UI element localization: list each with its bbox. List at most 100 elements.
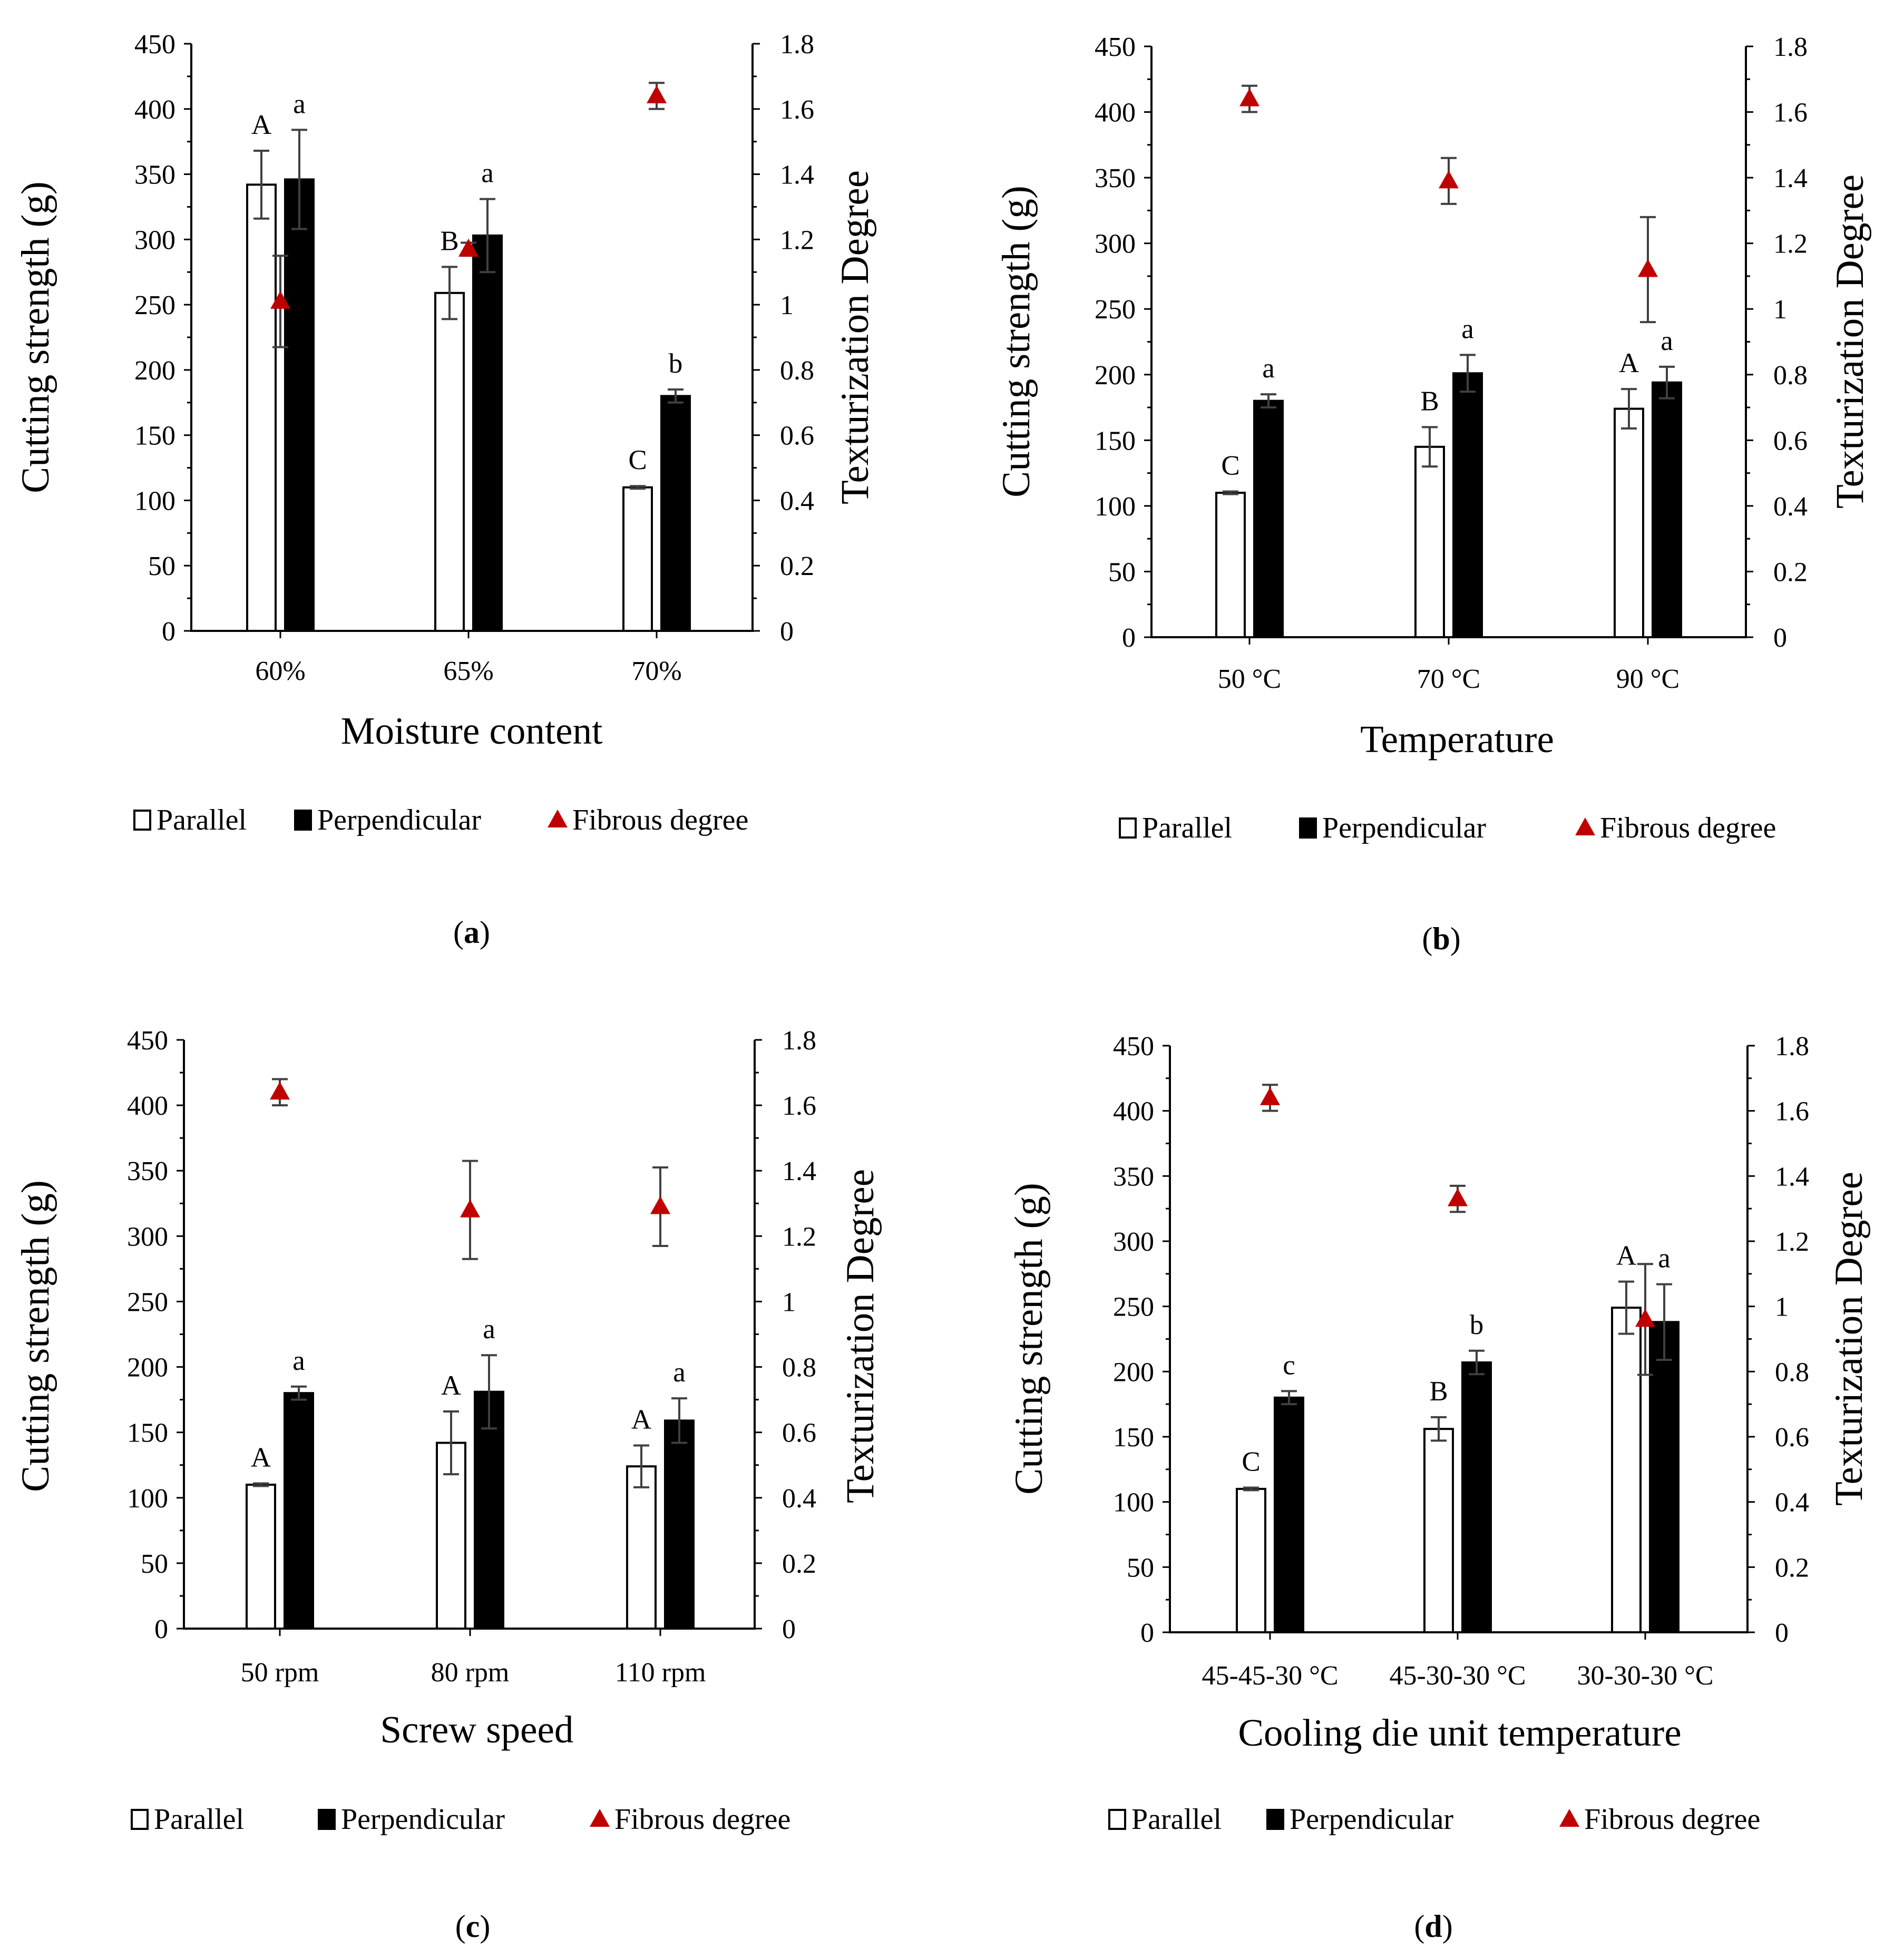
fibrous-degree-marker — [460, 1199, 480, 1218]
perpendicular-bar — [1461, 1361, 1492, 1634]
perpendicular-significance-letter: a — [293, 89, 306, 119]
panel-label: (d) — [1414, 1909, 1452, 1944]
y-tick-label-right: 1.6 — [782, 1091, 816, 1121]
perpendicular-significance-letter: a — [1658, 1243, 1671, 1274]
perpendicular-significance-letter: a — [1661, 326, 1673, 356]
legend-label-parallel: Parallel — [157, 804, 247, 836]
y-tick-label-left: 300 — [1095, 229, 1136, 259]
parallel-significance-letter: C — [628, 445, 647, 475]
y-tick-label-right: 1.4 — [1773, 163, 1808, 193]
perpendicular-significance-letter: a — [1262, 353, 1275, 384]
x-axis-title: Cooling die unit temperature — [1238, 1711, 1681, 1754]
y-tick-label-left: 300 — [127, 1222, 168, 1252]
panel-label-open-paren: ( — [453, 915, 464, 950]
panel-label: (b) — [1422, 921, 1460, 956]
y-axis-title-right: Texturization Degree — [833, 170, 877, 504]
legend-swatch-parallel — [131, 1809, 149, 1830]
y-tick-label-right: 1.2 — [1775, 1227, 1809, 1257]
panel-label-letter: a — [464, 915, 480, 950]
perpendicular-bar — [660, 395, 691, 632]
perpendicular-bar — [284, 178, 315, 632]
y-tick-label-right: 0.8 — [1773, 361, 1808, 391]
parallel-bar — [1611, 1307, 1642, 1633]
parallel-significance-letter: A — [251, 110, 271, 140]
fibrous-degree-marker — [270, 290, 290, 309]
y-tick-label-left: 250 — [127, 1287, 168, 1317]
legend-marker-fibrous — [1559, 1809, 1579, 1827]
panel-label-open-paren: ( — [1414, 1909, 1424, 1944]
y-tick-label-left: 450 — [134, 30, 175, 60]
parallel-bar — [1423, 1428, 1454, 1633]
legend-marker-fibrous — [1575, 817, 1595, 835]
y-tick-label-left: 350 — [1095, 163, 1136, 193]
y-tick-label-right: 0.6 — [1775, 1423, 1809, 1453]
parallel-bar — [434, 291, 465, 632]
x-tick-label: 65% — [443, 656, 493, 686]
perpendicular-bar — [664, 1419, 695, 1630]
y-tick-label-right: 0.8 — [1775, 1357, 1809, 1387]
y-tick-label-left: 100 — [1095, 492, 1136, 522]
x-tick-label: 50 rpm — [241, 1658, 319, 1688]
y-tick-label-right: 0.4 — [1775, 1488, 1809, 1518]
fibrous-degree-marker — [270, 1082, 290, 1100]
y-tick-label-left: 350 — [127, 1156, 168, 1186]
y-tick-label-right: 1.4 — [782, 1156, 816, 1186]
y-tick-label-left: 200 — [1095, 361, 1136, 391]
y-tick-label-left: 250 — [1113, 1292, 1154, 1322]
y-tick-label-right: 0 — [780, 617, 794, 647]
y-axis-title-right: Texturization Degree — [838, 1169, 882, 1503]
y-tick-label-right: 0.6 — [1773, 426, 1808, 456]
y-tick-label-left: 350 — [134, 160, 175, 190]
parallel-significance-letter: A — [251, 1442, 271, 1473]
perpendicular-significance-letter: b — [669, 348, 683, 379]
parallel-significance-letter: C — [1242, 1446, 1260, 1477]
legend-label-fibrous: Fibrous degree — [614, 1803, 790, 1836]
fibrous-degree-marker — [1239, 88, 1259, 106]
x-tick-label: 60% — [255, 656, 305, 686]
x-tick-label: 90 °C — [1616, 664, 1680, 694]
parallel-bar — [246, 183, 277, 632]
panel-label-close-paren: ) — [480, 915, 490, 950]
panel-label-letter: c — [466, 1909, 480, 1944]
parallel-significance-letter: B — [1420, 386, 1439, 416]
y-tick-label-left: 450 — [1113, 1031, 1154, 1061]
x-tick-label: 70% — [631, 656, 681, 686]
parallel-significance-letter: A — [1616, 1241, 1636, 1271]
y-tick-label-right: 1 — [1775, 1292, 1789, 1322]
x-tick-label: 45-45-30 °C — [1202, 1661, 1338, 1691]
x-tick-label: 45-30-30 °C — [1389, 1661, 1526, 1691]
y-axis-title-right: Texturization Degree — [1827, 1172, 1871, 1506]
y-tick-label-left: 0 — [1122, 623, 1136, 653]
perpendicular-bar — [472, 234, 503, 632]
y-tick-label-right: 0.4 — [782, 1484, 816, 1514]
y-tick-label-right: 0.4 — [1773, 492, 1808, 522]
y-tick-label-left: 150 — [134, 421, 175, 451]
fibrous-degree-marker — [647, 85, 667, 104]
y-tick-label-left: 250 — [134, 290, 175, 320]
panel-label: (c) — [455, 1909, 491, 1944]
fibrous-degree-marker — [1439, 170, 1459, 189]
fibrous-degree-marker — [458, 238, 479, 257]
legend-swatch-parallel — [1108, 1809, 1126, 1830]
legend: Parallel Perpendicular Fibrous degree — [133, 804, 748, 836]
y-tick-label-right: 1.6 — [1775, 1097, 1809, 1127]
x-tick-label: 80 rpm — [431, 1658, 510, 1688]
y-tick-label-left: 50 — [1108, 557, 1136, 587]
y-tick-label-right: 0.2 — [1775, 1553, 1809, 1583]
legend-label-parallel: Parallel — [1131, 1803, 1222, 1836]
y-axis-title-left: Cutting strength (g) — [14, 1180, 57, 1492]
y-axis-title-right: Texturization Degree — [1828, 174, 1872, 509]
fibrous-degree-marker — [650, 1196, 670, 1214]
y-tick-label-right: 0.6 — [780, 421, 814, 451]
legend-marker-fibrous — [590, 1809, 610, 1827]
chart-panel-a: 0 50 100 150 200 250 300 350 400 450 0 0.2 0.4 0.6 0.8… — [14, 30, 877, 950]
parallel-significance-letter: A — [1619, 348, 1639, 378]
y-tick-label-right: 0 — [782, 1614, 796, 1644]
y-tick-label-right: 1.8 — [782, 1026, 816, 1056]
y-axis-title-left: Cutting strength (g) — [1007, 1183, 1051, 1495]
legend-swatch-perpendicular — [318, 1809, 336, 1830]
legend-label-perpendicular: Perpendicular — [317, 804, 481, 836]
x-axis-title: Moisture content — [341, 709, 603, 752]
y-tick-label-left: 200 — [1113, 1357, 1154, 1387]
y-tick-label-left: 0 — [162, 617, 175, 647]
